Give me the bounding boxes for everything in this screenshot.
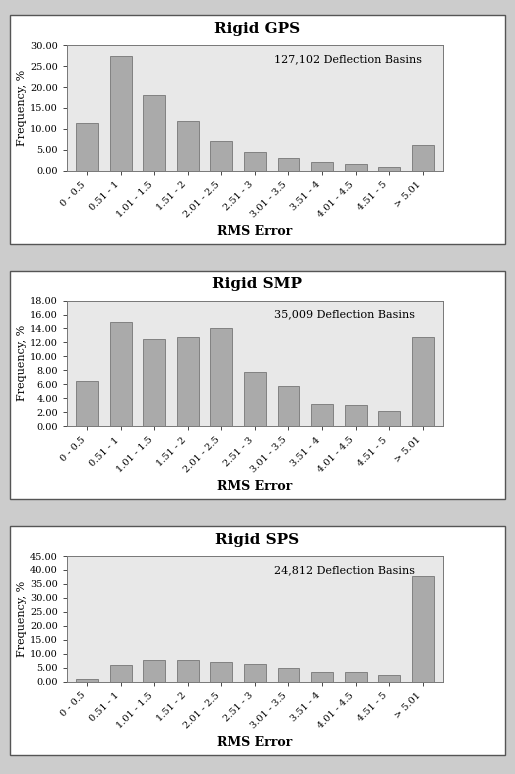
Bar — [278, 158, 299, 171]
Bar — [177, 121, 199, 171]
Text: 24,812 Deflection Basins: 24,812 Deflection Basins — [274, 565, 415, 575]
Bar — [412, 576, 434, 682]
Bar — [143, 95, 165, 171]
Y-axis label: Frequency, %: Frequency, % — [18, 325, 27, 402]
Bar — [412, 145, 434, 171]
Bar — [76, 381, 98, 426]
Text: 35,009 Deflection Basins: 35,009 Deflection Basins — [274, 310, 415, 320]
Bar — [278, 385, 299, 426]
Text: 127,102 Deflection Basins: 127,102 Deflection Basins — [274, 54, 422, 64]
Bar — [177, 659, 199, 682]
Bar — [110, 666, 131, 682]
Text: Rigid SMP: Rigid SMP — [213, 277, 302, 291]
Bar — [110, 56, 131, 171]
Bar — [379, 166, 400, 171]
Y-axis label: Frequency, %: Frequency, % — [18, 70, 27, 146]
Text: Rigid GPS: Rigid GPS — [214, 22, 301, 36]
Bar — [278, 668, 299, 682]
Bar — [244, 152, 266, 171]
Bar — [311, 404, 333, 426]
Bar — [76, 679, 98, 682]
Bar — [379, 411, 400, 426]
Bar — [345, 405, 367, 426]
Bar — [211, 141, 232, 171]
Bar — [211, 662, 232, 682]
X-axis label: RMS Error: RMS Error — [217, 480, 293, 493]
X-axis label: RMS Error: RMS Error — [217, 735, 293, 748]
Bar — [311, 672, 333, 682]
Bar — [345, 672, 367, 682]
Bar — [244, 664, 266, 682]
Bar — [345, 164, 367, 171]
Bar — [244, 372, 266, 426]
Bar — [143, 659, 165, 682]
Bar — [76, 122, 98, 171]
X-axis label: RMS Error: RMS Error — [217, 224, 293, 238]
Bar — [311, 163, 333, 171]
Bar — [110, 321, 131, 426]
Bar — [177, 337, 199, 426]
Bar — [412, 337, 434, 426]
Bar — [211, 328, 232, 426]
Text: Rigid SPS: Rigid SPS — [215, 533, 300, 546]
Bar — [143, 339, 165, 426]
Bar — [379, 675, 400, 682]
Y-axis label: Frequency, %: Frequency, % — [18, 580, 27, 657]
